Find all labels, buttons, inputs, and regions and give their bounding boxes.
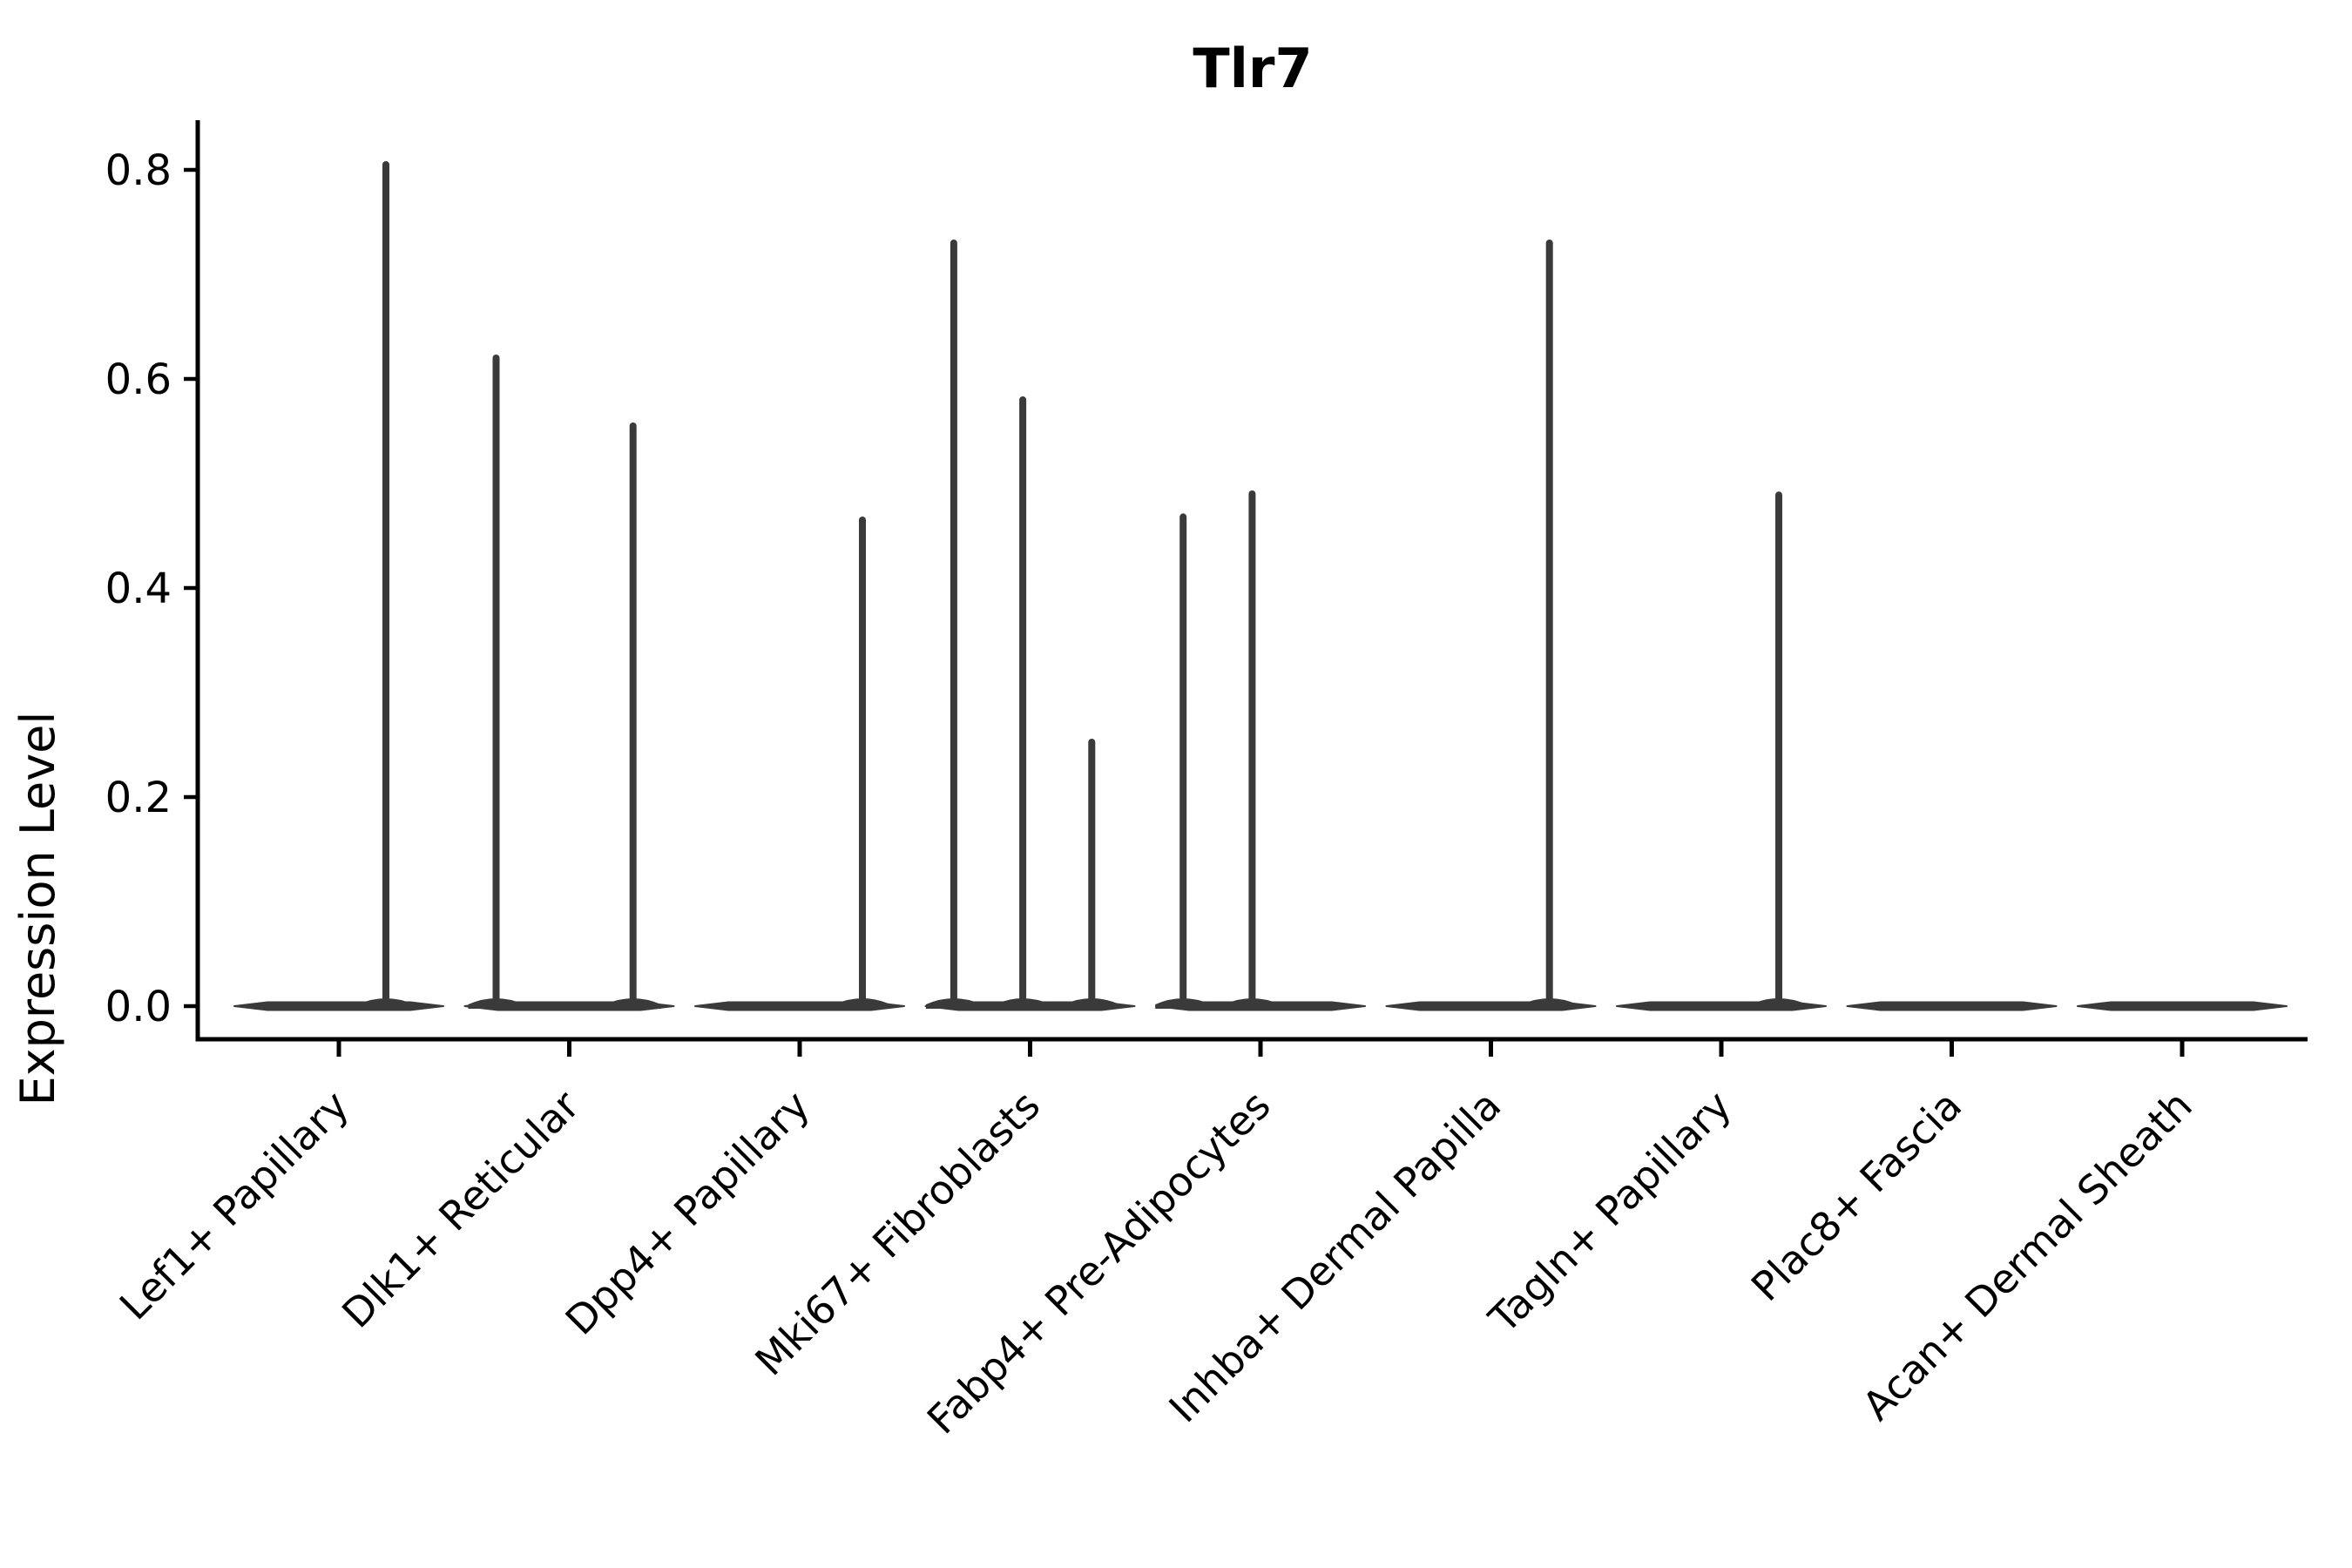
y-tick-label: 0.0: [105, 983, 172, 1031]
y-tick-group: 0.0 0.2 0.4 0.6 0.8: [105, 146, 198, 1031]
x-tick-label: Tagln+ Papillary: [1479, 1082, 1740, 1343]
violin: [463, 355, 675, 1011]
violin: [1385, 240, 1597, 1011]
y-tick-label: 0.4: [105, 564, 172, 613]
violin: [1846, 1001, 2058, 1011]
violin-baseline: [2077, 1001, 2288, 1011]
violin: [1616, 491, 1827, 1011]
x-tick-label: Plac8+ Fascia: [1742, 1082, 1970, 1310]
x-tick-label: Dpp4+ Papillary: [557, 1082, 819, 1344]
violin: [694, 517, 905, 1011]
y-tick-label: 0.8: [105, 146, 172, 195]
violin: [1155, 490, 1366, 1011]
y-tick-label: 0.2: [105, 774, 172, 822]
violin: [233, 161, 444, 1011]
x-tick-label: Lef1+ Papillary: [111, 1082, 358, 1329]
violin-baseline: [1846, 1001, 2058, 1011]
y-tick-label: 0.6: [105, 355, 172, 404]
violin: [924, 240, 1136, 1011]
axes: [195, 120, 2308, 1042]
violin: [2077, 1001, 2288, 1011]
y-axis-title: Expression Level: [10, 712, 65, 1106]
chart-title: Tlr7: [1193, 37, 1312, 100]
violins-group: [233, 161, 2288, 1011]
x-tick-label: Dlk1+ Reticular: [333, 1082, 588, 1337]
